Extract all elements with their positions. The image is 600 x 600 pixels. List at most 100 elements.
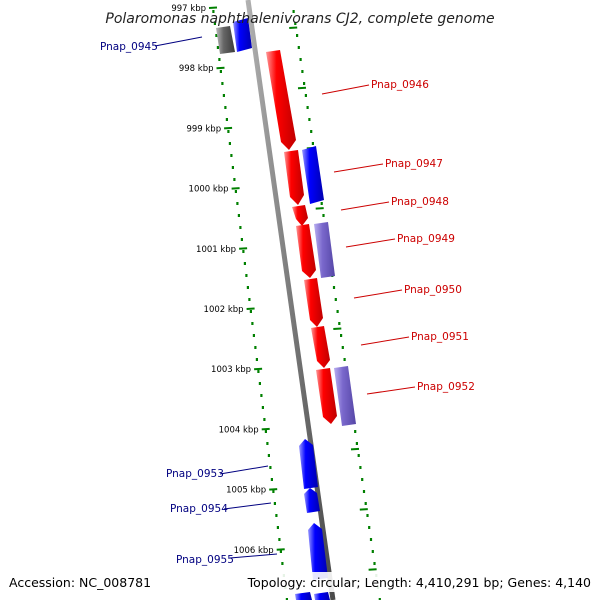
gene-label-pnap-0945[interactable]: Pnap_0945 <box>100 41 158 53</box>
gene-arrow-bottom-b[interactable] <box>314 592 330 600</box>
gene-label-pnap-0954[interactable]: Pnap_0954 <box>170 503 228 515</box>
gene-arrow-pnap-0955[interactable] <box>308 523 328 580</box>
scale-dot <box>222 94 225 97</box>
scale-dot <box>361 478 364 481</box>
scale-dot <box>378 598 381 600</box>
gene-arrow-pnap-0952-b[interactable] <box>334 366 356 426</box>
gene-label-pnap-0950[interactable]: Pnap_0950 <box>404 284 462 296</box>
scale-tick-left <box>276 548 285 551</box>
gene-arrow-pnap-0949[interactable] <box>296 224 316 278</box>
scale-dot <box>308 118 311 121</box>
gene-arrow-pnap-0948[interactable] <box>292 205 308 226</box>
gene-arrow-gray[interactable] <box>216 26 235 54</box>
scale-dot <box>338 322 341 325</box>
scale-dot <box>264 430 267 433</box>
scale-dot <box>364 502 367 505</box>
scale-tick-label: 997 kbp <box>171 4 206 14</box>
scale-dot <box>334 298 337 301</box>
scale-tick-right <box>359 508 368 511</box>
gene-label-pnap-0947[interactable]: Pnap_0947 <box>385 158 443 170</box>
scale-dot <box>252 334 255 337</box>
scale-dot <box>320 202 323 205</box>
scale-tick-left <box>269 488 278 491</box>
scale-tick-label: 1001 kbp <box>196 245 236 255</box>
accession-text: Accession: NC_008781 <box>9 575 151 590</box>
scale-dot <box>242 250 245 253</box>
scale-dot <box>279 550 282 553</box>
scale-tick-label: 1005 kbp <box>226 486 266 496</box>
scale-dot <box>275 514 278 517</box>
scale-tick-label: 1003 kbp <box>211 365 251 375</box>
gene-label-leader <box>223 502 272 510</box>
gene-arrow-pnap-0950[interactable] <box>304 278 323 327</box>
scale-dot <box>366 514 369 517</box>
scale-dot <box>355 442 358 445</box>
scale-dot <box>285 598 288 600</box>
map-title: Polaromonas naphthalenivorans CJ2, compl… <box>105 11 494 27</box>
gene-features <box>216 18 356 600</box>
gene-label-leader <box>360 336 410 346</box>
gene-arrow-pnap-0946[interactable] <box>266 50 296 150</box>
scale-dot <box>233 178 236 181</box>
gene-label-leader <box>353 289 403 299</box>
scale-tick-label: 1002 kbp <box>204 305 244 315</box>
gene-label-pnap-0953[interactable]: Pnap_0953 <box>166 468 224 480</box>
scale-tick-right <box>368 568 377 571</box>
gene-label-pnap-0955[interactable]: Pnap_0955 <box>176 554 234 566</box>
scale-dot <box>278 538 281 541</box>
scale-dot <box>362 490 366 493</box>
scale-dot <box>301 70 304 73</box>
scale-dot <box>257 370 260 373</box>
scale-dot <box>230 154 233 157</box>
gene-arrow-pnap-0953[interactable] <box>299 439 318 489</box>
scale-dot <box>254 346 257 349</box>
gene-arrow-pnap-0947[interactable] <box>284 150 304 205</box>
scale-dot <box>297 46 300 49</box>
scale-dot <box>296 34 299 37</box>
scale-dot <box>216 46 219 49</box>
scale-dot <box>227 130 230 133</box>
gene-label-leader <box>229 553 278 559</box>
gene-arrow-pnap-0945[interactable] <box>233 18 252 52</box>
gene-label-leader <box>219 465 269 475</box>
scale-tick-left <box>239 247 248 250</box>
scale-tick-right <box>315 207 324 210</box>
scale-dot <box>231 166 234 169</box>
scale-dot <box>368 526 371 529</box>
scale-dot <box>306 106 309 109</box>
gene-label-pnap-0948[interactable]: Pnap_0948 <box>391 196 449 208</box>
scale-dot <box>332 286 336 289</box>
scale-dot <box>267 454 270 457</box>
scale-tick-label: 998 kbp <box>179 64 214 74</box>
gene-arrow-pnap-0954[interactable] <box>304 488 320 513</box>
gene-label-pnap-0946[interactable]: Pnap_0946 <box>371 79 429 91</box>
scale-dot <box>276 526 279 529</box>
scale-dot <box>354 430 357 433</box>
gene-label-pnap-0949[interactable]: Pnap_0949 <box>397 233 455 245</box>
scale-dot <box>373 562 376 565</box>
scale-dot <box>240 238 243 241</box>
gene-arrow-pnap-0949-b[interactable] <box>314 222 335 278</box>
scale-dot <box>263 418 266 421</box>
gene-arrow-bottom-a[interactable] <box>295 592 312 600</box>
scale-tick-left <box>246 307 255 310</box>
gene-label-leader <box>366 386 416 395</box>
gene-arrow-pnap-0951[interactable] <box>311 326 330 368</box>
scale-tick-right <box>350 447 360 451</box>
gene-label-pnap-0952[interactable]: Pnap_0952 <box>417 381 475 393</box>
scale-tick-label: 999 kbp <box>186 124 221 134</box>
scale-dot <box>357 454 360 457</box>
scale-dot <box>249 310 252 313</box>
scale-dot <box>336 310 339 313</box>
scale-tick-label: 1000 kbp <box>189 185 229 195</box>
gene-label-leader <box>154 36 203 47</box>
scale-dot <box>245 274 248 277</box>
scale-dot <box>273 502 276 505</box>
scale-dot <box>251 322 254 325</box>
gene-arrow-pnap-0947-b[interactable] <box>302 146 324 204</box>
gene-label-pnap-0951[interactable]: Pnap_0951 <box>411 331 469 343</box>
gene-arrow-pnap-0952[interactable] <box>316 368 337 424</box>
scale-dot <box>303 82 306 85</box>
